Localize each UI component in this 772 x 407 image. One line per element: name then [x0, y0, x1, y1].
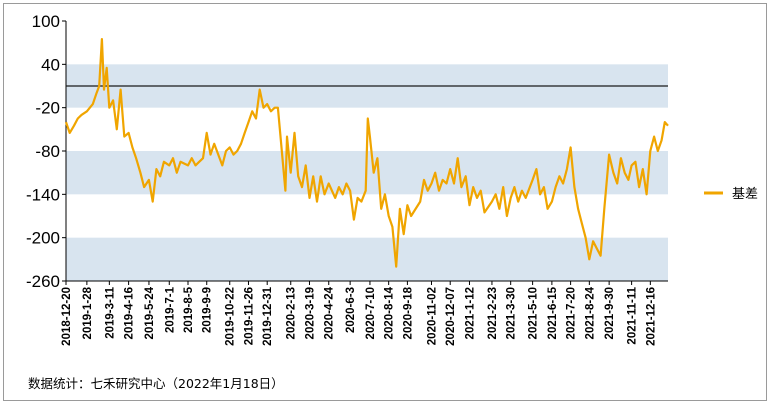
source-note: 数据统计：七禾研究中心（2022年1月18日）	[28, 376, 284, 391]
x-tick-label: 2020-12-07	[445, 287, 457, 346]
x-tick-label: 2021-1-12	[464, 287, 476, 339]
x-tick-label: 2020-6-3	[345, 287, 357, 333]
x-tick-label: 2019-4-16	[124, 287, 136, 339]
x-tick-label: 2021-8-24	[584, 286, 596, 339]
x-tick-label: 2019-9-9	[202, 287, 214, 333]
x-axis-ticks: 2018-12-20 2019-1-28 2019-3-11 2019-4-16 201…	[61, 281, 657, 346]
x-tick-label: 2019-3-11	[104, 286, 116, 338]
x-tick-label: 2019-7-1	[164, 286, 176, 333]
x-tick-label: 2018-12-20	[61, 287, 73, 346]
x-tick-label: 2019-11-26	[243, 287, 255, 345]
x-tick-label: 2019-5-24	[144, 286, 156, 339]
x-tick-label: 2021-7-20	[566, 287, 578, 339]
x-tick-label: 2021-9-30	[604, 287, 616, 339]
x-tick-label: 2021-2-23	[487, 287, 499, 339]
shaded-band	[66, 237, 668, 281]
x-tick-label: 2019-1-28	[82, 286, 94, 339]
x-tick-label: 2020-2-13	[286, 287, 298, 339]
x-tick-label: 2020-4-24	[324, 286, 336, 339]
x-tick-label: 2021-3-30	[506, 287, 518, 339]
y-tick-label: 100	[32, 12, 60, 31]
legend-label: 基差	[732, 187, 758, 202]
y-tick-label: 40	[41, 55, 60, 74]
series-layer	[64, 37, 669, 268]
x-tick-label: 2021-12-16	[645, 287, 657, 346]
x-tick-label: 2020-7-10	[365, 287, 377, 339]
legend: 基差	[704, 187, 758, 202]
y-tick-label: -140	[26, 185, 60, 204]
y-axis-ticks: 100 40 -20 -80 -140 -200 -260	[26, 12, 66, 291]
x-tick-label: 2019-12-31	[262, 286, 274, 345]
y-tick-label: -80	[35, 142, 60, 161]
x-tick-label: 2021-5-10	[528, 287, 540, 339]
x-tick-label: 2019-10-22	[225, 287, 237, 346]
y-tick-label: -20	[35, 99, 60, 118]
y-tick-label: -260	[26, 272, 60, 291]
x-tick-label: 2020-9-18	[402, 286, 414, 339]
x-tick-label: 2020-8-14	[384, 286, 396, 339]
x-tick-label: 2020-11-02	[426, 287, 438, 345]
x-tick-label: 2020-3-19	[304, 287, 316, 339]
x-tick-label: 2019-8-5	[183, 286, 195, 333]
plot-bands	[66, 64, 668, 281]
series-line-0	[64, 37, 669, 268]
x-tick-label: 2021-11-11	[627, 286, 639, 344]
y-tick-label: -200	[26, 229, 60, 248]
x-tick-label: 2021-6-15	[547, 286, 559, 339]
